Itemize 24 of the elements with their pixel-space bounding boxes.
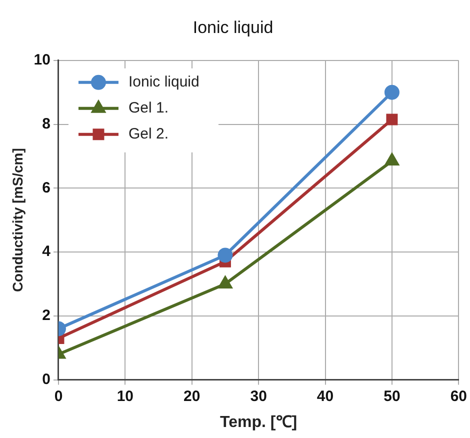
y-tick-label: 8 xyxy=(42,115,50,132)
y-tick-label: 2 xyxy=(42,307,50,324)
x-tick-label: 50 xyxy=(384,388,400,405)
y-axis-title: Conductivity [mS/cm] xyxy=(9,148,26,292)
x-tick-label: 60 xyxy=(450,388,467,405)
point xyxy=(384,84,400,100)
point xyxy=(218,276,232,288)
x-tick-label: 20 xyxy=(184,388,200,405)
chart-title: Ionic liquid xyxy=(192,18,274,37)
x-tick-label: 30 xyxy=(250,388,267,405)
point xyxy=(385,154,399,166)
point xyxy=(386,114,398,126)
y-tick-label: 6 xyxy=(42,179,50,196)
point xyxy=(218,248,233,263)
legend-label: Gel 1. xyxy=(128,100,169,117)
legend-label: Ionic liquid xyxy=(128,74,200,91)
y-tick-label: 10 xyxy=(34,52,50,69)
legend-label: Gel 2. xyxy=(128,126,169,143)
y-tick-label: 4 xyxy=(42,243,52,260)
x-tick-label: 10 xyxy=(116,388,134,405)
x-axis-title: Temp. [℃] xyxy=(220,414,298,431)
x-tick-label: 40 xyxy=(316,388,334,405)
x-tick-label: 0 xyxy=(54,388,63,405)
y-tick-label: 0 xyxy=(42,370,50,388)
